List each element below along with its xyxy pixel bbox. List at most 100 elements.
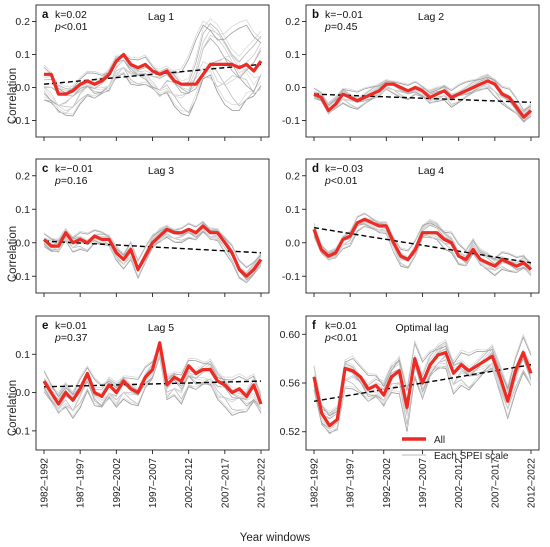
panel-f-spei-line-13 — [313, 336, 532, 417]
panel-d-spei-line-13 — [313, 213, 532, 265]
panel-e-ytick-label-0: -0.1 — [12, 425, 30, 437]
panel-f-spei-line-11 — [313, 341, 532, 414]
panel-c-k-label: k=−0.01 — [55, 163, 93, 175]
panel-f: 0.52 0.56 0.60 f k=0.01p<0.01 Optimal lag — [280, 315, 540, 454]
xtick-label-left-2: 1992–2002 — [112, 458, 123, 508]
panel-b-k-label: k=−0.01 — [325, 9, 363, 21]
xtick-label-left-6: 2012–2022 — [257, 458, 268, 508]
panel-c-trend-line — [43, 240, 262, 254]
panel-d-k-label: k=−0.03 — [325, 163, 363, 175]
panel-c-ytick-label-0: -0.1 — [12, 271, 30, 283]
xtick-label-left-4: 2002–2012 — [184, 458, 195, 508]
panel-e-spei-line-5 — [43, 352, 262, 412]
panel-d-ytick-label-3: 0.2 — [285, 170, 300, 182]
xtick-label-left-3: 1997–2007 — [148, 458, 159, 508]
panel-b-spei-line-13 — [313, 76, 532, 111]
panel-b-letter: b — [312, 9, 319, 21]
panel-c-spei-line-14 — [43, 220, 262, 268]
panel-f-spei-line-4 — [313, 357, 532, 435]
panel-e-k-label: k=0.01 — [55, 320, 87, 332]
panel-b-trend-line — [313, 93, 532, 104]
panel-f-spei-line-3 — [313, 359, 532, 429]
x-tick-labels: 1982–1992 1987–1997 1992–2002 1997–2007 2002… — [40, 458, 538, 508]
y-axis-label-row3: Correlation — [7, 380, 19, 436]
panel-f-trend-line — [313, 364, 532, 402]
panel-c-spei-line-13 — [43, 221, 262, 269]
xtick-label-right-4: 2002–2012 — [454, 458, 465, 508]
panel-a-spei-line-4 — [43, 66, 262, 114]
xtick-label-right-0: 1982–1992 — [310, 458, 321, 508]
panel-b-ytick-label-0: -0.1 — [282, 115, 300, 127]
panel-d: -0.1 0.0 0.1 0.2 d k=−0.03p<0.01 Lag 4 — [282, 158, 540, 297]
panel-f-title: Optimal lag — [395, 322, 448, 334]
panel-a-ytick-label-2: 0.1 — [15, 49, 30, 61]
panel-a-p-label: p<0.01 — [54, 21, 88, 33]
panel-a-k-label: k=0.02 — [55, 9, 87, 21]
panel-a-trend-line — [43, 63, 262, 85]
panel-a-ytick-label-3: 0.2 — [15, 16, 30, 28]
panel-b-ytick-label-3: 0.2 — [285, 16, 300, 28]
panel-f-k-label: k=0.01 — [325, 320, 357, 332]
xtick-label-right-3: 1997–2007 — [418, 458, 429, 508]
xtick-label-right-6: 2012–2022 — [527, 458, 538, 508]
panel-c-plot — [42, 220, 263, 284]
y-axis-label-row2: Correlation — [7, 226, 19, 282]
panel-c: -0.1 0.0 0.1 0.2 c k=−0.01p=0.16 Lag 3 — [12, 158, 270, 297]
legend-all-label: All — [434, 435, 445, 446]
panel-d-title: Lag 4 — [418, 165, 444, 177]
legend: All Each SPEI scale — [402, 435, 509, 462]
panel-b-spei-line-14 — [313, 75, 532, 110]
panel-a-letter: a — [42, 9, 49, 21]
panel-c-p-label: p=0.16 — [54, 175, 88, 187]
panel-b-spei-line-5 — [313, 85, 532, 120]
panel-e-plot — [42, 340, 263, 420]
panel-e: -0.1 0.0 0.1 e k=0.01p=0.37 Lag 5 — [12, 315, 270, 454]
panel-b-title: Lag 2 — [418, 11, 444, 23]
xtick-label-left-0: 1982–1992 — [40, 458, 51, 508]
panel-e-title: Lag 5 — [148, 322, 174, 334]
panel-e-p-label: p=0.37 — [54, 332, 88, 344]
x-axis-label: Year windows — [240, 532, 311, 544]
panel-e-spei-line-13 — [43, 343, 262, 398]
xtick-label-right-5: 2007–2017 — [490, 458, 501, 508]
panel-e-ytick-label-2: 0.1 — [15, 349, 30, 361]
panel-d-all-line — [312, 217, 533, 271]
panel-f-ytick-label-2: 0.60 — [280, 329, 301, 341]
panel-e-spei-line-12 — [43, 340, 262, 394]
panel-e-letter: e — [42, 320, 48, 332]
panel-f-p-label: p<0.01 — [324, 332, 358, 344]
panel-a: -0.1 0.0 0.1 0.2 a k=0.02p<0.01 Lag 1 — [12, 4, 270, 141]
panel-f-ytick-label-0: 0.52 — [280, 426, 301, 438]
xtick-label-right-1: 1987–1997 — [346, 458, 357, 508]
panel-d-spei-line-14 — [313, 212, 532, 264]
xtick-label-left-5: 2007–2017 — [220, 458, 231, 508]
panel-a-spei-line-5 — [43, 61, 262, 112]
panel-c-ytick-label-2: 0.1 — [15, 204, 30, 216]
panel-c-spei-line-11 — [43, 222, 262, 274]
panel-c-all-line — [42, 224, 263, 278]
legend-each-label: Each SPEI scale — [434, 451, 509, 462]
panel-a-ytick-label-1: 0.0 — [15, 82, 30, 94]
panel-a-all-line — [44, 52, 263, 96]
panel-d-ytick-label-0: -0.1 — [282, 271, 300, 283]
panel-c-ytick-label-1: 0.0 — [15, 237, 30, 249]
panel-e-spei-line-14 — [43, 342, 262, 396]
panel-a-spei-line-13 — [43, 24, 262, 94]
panel-a-ytick-label-0: -0.1 — [12, 115, 30, 127]
panel-a-spei-line-9 — [43, 34, 262, 93]
panel-d-p-label: p<0.01 — [324, 175, 358, 187]
y-axis-label-row1: Correlation — [7, 68, 19, 124]
panel-f-spei-line-14 — [313, 333, 532, 415]
panel-b-ytick-label-1: 0.0 — [285, 82, 300, 94]
xtick-label-left-1: 1987–1997 — [76, 458, 87, 508]
panel-e-all-line — [42, 341, 263, 406]
panel-c-ytick-label-3: 0.2 — [15, 170, 30, 182]
panel-e-ytick-label-1: 0.0 — [15, 387, 30, 399]
panel-b-p-label: p=0.45 — [324, 21, 358, 33]
panel-d-ytick-label-2: 0.1 — [285, 204, 300, 216]
panel-f-ytick-label-1: 0.56 — [280, 378, 301, 390]
panel-b: -0.1 0.0 0.1 0.2 b k=−0.01p=0.45 Lag 2 — [282, 4, 540, 141]
panel-f-spei-line-2 — [313, 365, 532, 432]
panel-c-title: Lag 3 — [148, 165, 174, 177]
panel-e-spei-line-1 — [43, 356, 262, 420]
